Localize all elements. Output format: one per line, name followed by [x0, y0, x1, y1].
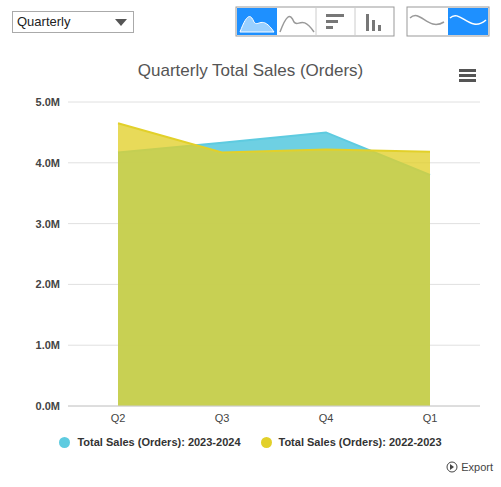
- html-text:Total Sales (Orders): 2022-202: Total Sales (Orders): 2022-2023: [278, 436, 442, 448]
- svg-text:Q1: Q1: [423, 412, 438, 424]
- html-text:Export: Export: [461, 461, 493, 473]
- svg-text:3.0M: 3.0M: [36, 218, 60, 230]
- svg-text:1.0M: 1.0M: [36, 339, 60, 351]
- svg-text:0.0M: 0.0M: [36, 400, 60, 412]
- svg-text:5.0M: 5.0M: [36, 96, 60, 108]
- svg-text:Q2: Q2: [111, 412, 126, 424]
- svg-text:Q4: Q4: [319, 412, 334, 424]
- html-text:Total Sales (Orders): 2023-202: Total Sales (Orders): 2023-2024: [77, 436, 241, 448]
- svg-text:Q3: Q3: [215, 412, 230, 424]
- svg-text:4.0M: 4.0M: [36, 157, 60, 169]
- svg-text:2.0M: 2.0M: [36, 278, 60, 290]
- html-text:Quarterly Total Sales (Orders): Quarterly Total Sales (Orders): [137, 61, 364, 80]
- html-text:Quarterly: Quarterly: [17, 14, 71, 29]
